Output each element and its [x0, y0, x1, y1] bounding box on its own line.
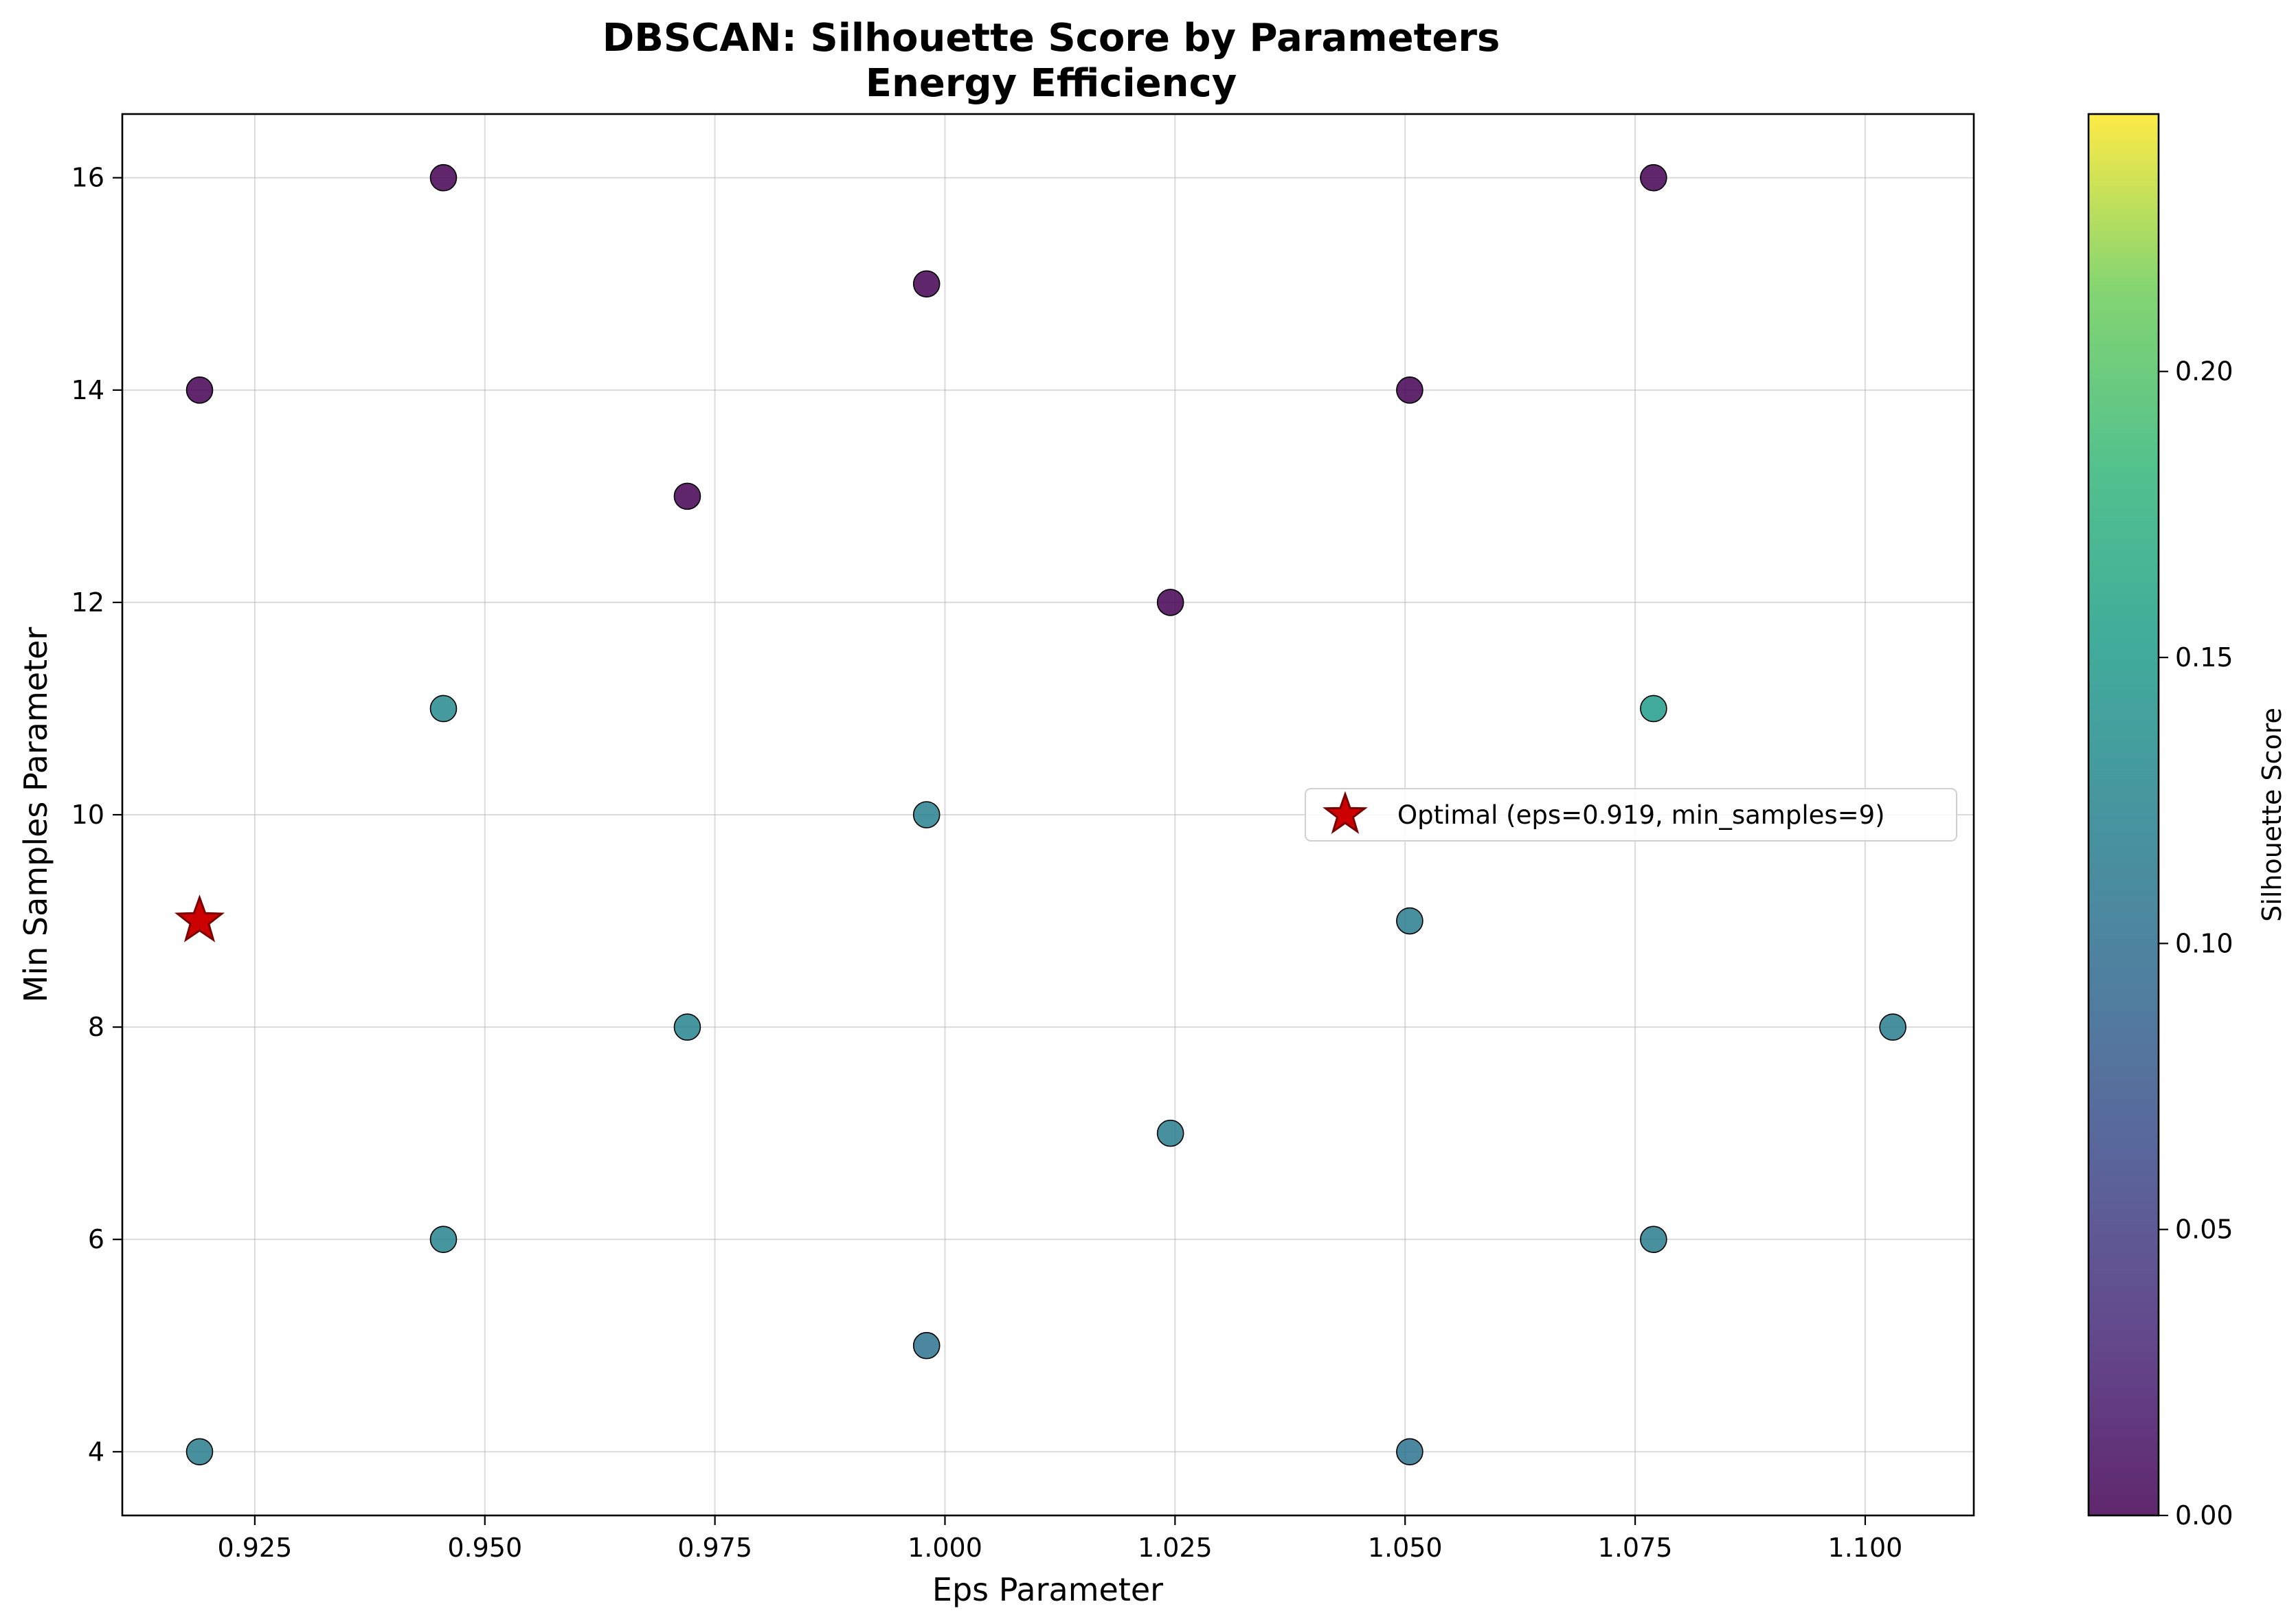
data-point — [1879, 1013, 1906, 1041]
optimal-star — [175, 894, 225, 943]
data-point — [673, 482, 701, 510]
data-point — [429, 695, 458, 723]
colorbar-tick-label: 0.10 — [2175, 928, 2233, 958]
legend: Optimal (eps=0.919, min_samples=9) — [1305, 788, 1957, 842]
data-point — [1640, 163, 1667, 192]
y-axis-label: Min Samples Parameter — [17, 627, 54, 1003]
data-point — [185, 1438, 214, 1466]
colorbar-gradient — [2089, 114, 2159, 1515]
colorbar-tick-label: 0.00 — [2175, 1500, 2233, 1531]
data-point — [912, 801, 941, 828]
data-point — [912, 1331, 941, 1360]
x-tick-label: 1.075 — [1598, 1533, 1673, 1563]
data-point — [1396, 376, 1423, 404]
x-tick-label: 0.950 — [447, 1533, 522, 1563]
data-point — [1156, 589, 1184, 616]
y-tick-label: 10 — [71, 800, 104, 830]
plot-frame — [121, 113, 1975, 1517]
x-tick-label: 1.025 — [1138, 1533, 1213, 1563]
colorbar-tick-label: 0.20 — [2175, 357, 2233, 387]
y-tick-label: 16 — [71, 163, 104, 193]
x-tick-label: 0.925 — [217, 1533, 292, 1563]
y-tick-label: 14 — [71, 375, 104, 405]
data-point — [1640, 695, 1667, 723]
y-axis-ticks: 4 6 8 10 12 14 16 — [71, 163, 122, 1467]
chart-title: DBSCAN: Silhouette Score by Parameters — [603, 16, 1500, 60]
optimal-marker — [175, 894, 225, 943]
chart-subtitle: Energy Efficiency — [866, 61, 1237, 106]
x-axis-label: Eps Parameter — [932, 1571, 1163, 1608]
y-tick-label: 4 — [88, 1436, 104, 1467]
data-point — [1156, 1119, 1184, 1147]
legend-star-icon — [1323, 791, 1368, 835]
x-axis-ticks: 0.925 0.950 0.975 1.000 1.025 1.050 1.075 1.100 — [217, 1515, 1902, 1563]
y-tick-label: 12 — [71, 587, 104, 618]
data-point — [429, 1226, 458, 1253]
data-point — [185, 376, 214, 404]
x-tick-label: 1.050 — [1368, 1533, 1443, 1563]
y-tick-label: 8 — [88, 1012, 104, 1042]
legend-box — [1305, 788, 1957, 842]
x-tick-label: 1.000 — [908, 1533, 982, 1563]
x-tick-label: 0.975 — [677, 1533, 752, 1563]
data-point — [429, 163, 458, 192]
colorbar-ticks: 0.00 0.05 0.10 0.15 0.20 — [2159, 357, 2233, 1531]
colorbar-tick-label: 0.05 — [2175, 1215, 2233, 1245]
colorbar-label: Silhouette Score — [2257, 708, 2287, 922]
y-tick-label: 6 — [88, 1224, 104, 1254]
legend-label-optimal: Optimal (eps=0.919, min_samples=9) — [1397, 800, 1885, 830]
colorbar: 0.00 0.05 0.10 0.15 0.20 Silhouette Score — [2087, 113, 2287, 1531]
data-point — [912, 270, 941, 298]
data-point — [1640, 1226, 1667, 1253]
data-point — [1396, 1438, 1423, 1466]
data-points — [185, 163, 1906, 1466]
data-point — [1396, 907, 1423, 935]
data-point — [673, 1013, 701, 1041]
colorbar-frame — [2087, 113, 2160, 1517]
x-tick-label: 1.100 — [1828, 1533, 1903, 1563]
colorbar-tick-label: 0.15 — [2175, 642, 2233, 673]
